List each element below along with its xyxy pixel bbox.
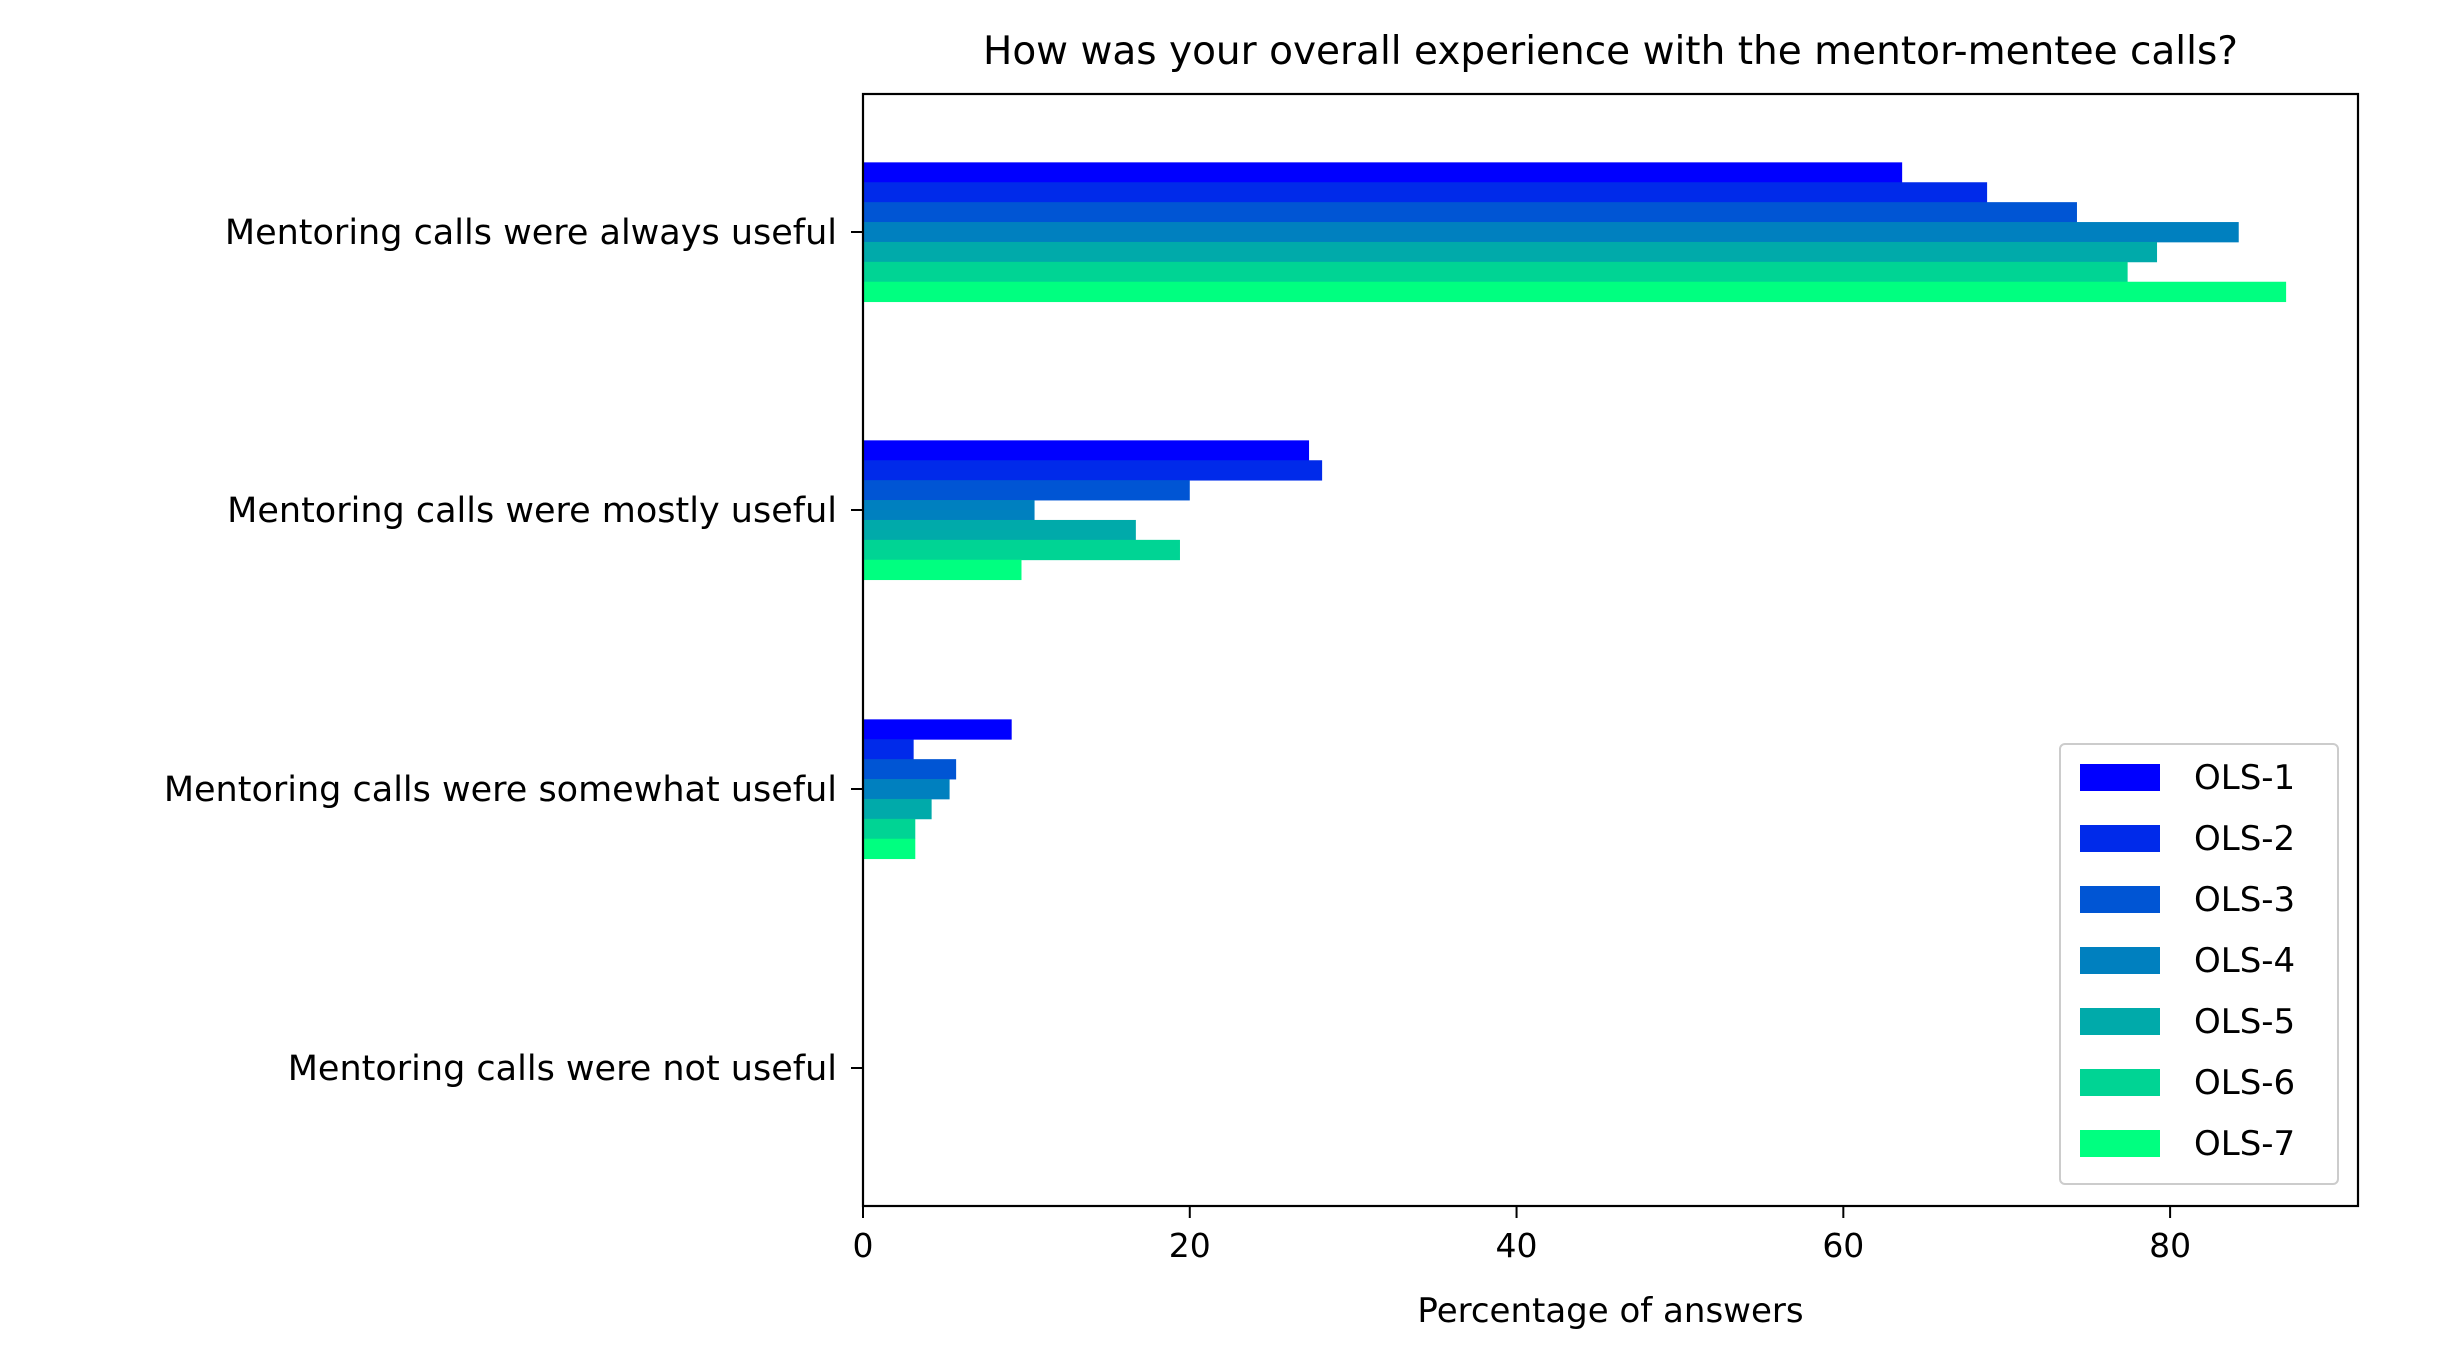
bar-ols-6-cat-1: [863, 261, 2128, 283]
x-tick-label: 0: [853, 1226, 874, 1265]
bar-ols-7-cat-3: [863, 838, 916, 860]
bar-ols-4-cat-1: [863, 222, 2239, 243]
bar-ols-5-cat-2: [863, 519, 1136, 541]
bar-ols-5-cat-3: [863, 798, 932, 820]
bar-ols-2-cat-3: [863, 739, 914, 760]
bar-ols-6-cat-2: [863, 539, 1180, 561]
bar-ols-3-cat-3: [863, 759, 957, 780]
chart-title: How was your overall experience with the…: [983, 29, 2238, 74]
bar-ols-4-cat-2: [863, 500, 1035, 521]
legend-swatch-ols-6: [2080, 1069, 2160, 1096]
bar-ols-1-cat-2: [863, 440, 1310, 461]
x-tick-label: 80: [2149, 1226, 2191, 1265]
y-tick-label: Mentoring calls were not useful: [288, 1049, 837, 1089]
legend-swatch-ols-1: [2080, 764, 2160, 791]
bar-ols-2-cat-1: [863, 182, 1988, 203]
plot-frame: [861, 92, 2360, 1208]
bar-ols-3-cat-1: [863, 202, 2077, 223]
legend-label-ols-4: OLS-4: [2194, 941, 2295, 981]
legend-swatch-ols-3: [2080, 886, 2160, 913]
bar-ols-5-cat-1: [863, 241, 2158, 263]
bar-ols-4-cat-3: [863, 779, 950, 800]
legend-label-ols-5: OLS-5: [2194, 1002, 2295, 1042]
bar-ols-1-cat-1: [863, 162, 1903, 183]
bar-ols-7-cat-1: [863, 281, 2287, 303]
y-tick-label: Mentoring calls were somewhat useful: [164, 770, 837, 810]
x-tick-label: 40: [1496, 1226, 1538, 1265]
legend-swatch-ols-4: [2080, 947, 2160, 974]
legend-label-ols-6: OLS-6: [2194, 1063, 2295, 1103]
legend-swatch-ols-2: [2080, 825, 2160, 852]
bar-ols-1-cat-3: [863, 719, 1012, 740]
y-tick-label: Mentoring calls were mostly useful: [227, 491, 837, 531]
legend-label-ols-7: OLS-7: [2194, 1124, 2295, 1164]
legend-label-ols-1: OLS-1: [2194, 758, 2295, 798]
bar-ols-3-cat-2: [863, 480, 1190, 501]
legend-label-ols-3: OLS-3: [2194, 880, 2295, 920]
x-tick-label: 60: [1822, 1226, 1864, 1265]
legend: OLS-1 OLS-2 OLS-3 OLS-4 OLS-5 OLS-6 OLS-7: [2059, 743, 2339, 1185]
legend-label-ols-2: OLS-2: [2194, 819, 2295, 859]
y-tick-label: Mentoring calls were always useful: [225, 213, 837, 253]
bar-ols-2-cat-2: [863, 460, 1323, 481]
legend-swatch-ols-5: [2080, 1008, 2160, 1035]
legend-swatch-ols-7: [2080, 1130, 2160, 1157]
x-tick-label: 20: [1169, 1226, 1211, 1265]
bar-ols-6-cat-3: [863, 818, 916, 840]
bar-ols-7-cat-2: [863, 559, 1022, 581]
x-axis-label: Percentage of answers: [1417, 1291, 1803, 1331]
